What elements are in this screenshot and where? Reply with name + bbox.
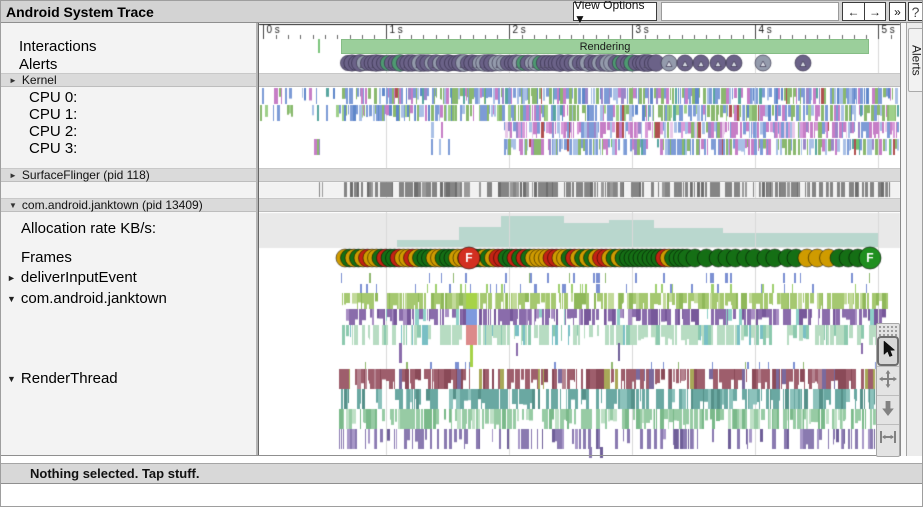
rendering-bar-label: Rendering xyxy=(579,40,631,53)
arrow-down-icon xyxy=(879,399,897,422)
expander-arrow-icon: ► xyxy=(9,170,17,180)
track-label-cpu3: CPU 3: xyxy=(29,140,78,157)
track-label-interactions: Interactions xyxy=(19,38,97,55)
title-bar: Android System Trace View Options ▼ ← → … xyxy=(1,1,922,26)
help-button[interactable]: ? xyxy=(908,2,922,21)
track-label-cpu1: CPU 1: xyxy=(29,106,78,123)
status-bar: Nothing selected. Tap stuff. xyxy=(1,463,922,484)
expander-arrow-icon: ► xyxy=(7,272,16,283)
interaction-rendering-bar[interactable]: Rendering xyxy=(341,39,869,54)
group-header-label: com.android.janktown (pid 13409) xyxy=(21,198,203,212)
thread-row-label: deliverInputEvent xyxy=(20,269,137,286)
view-options-button[interactable]: View Options ▼ xyxy=(573,1,657,26)
thread-row-label: com.android.janktown xyxy=(20,290,167,307)
track-label-cpu0: CPU 0: xyxy=(29,89,78,106)
right-gutter xyxy=(901,23,906,456)
expander-arrow-icon: ▼ xyxy=(7,293,16,304)
expander-arrow-icon: ▼ xyxy=(7,373,16,384)
move-arrows-icon xyxy=(879,369,897,393)
track-label-panel xyxy=(1,23,256,455)
thread-row-label: RenderThread xyxy=(20,370,118,387)
detail-panel xyxy=(1,484,922,506)
alerts-side-tab-label: Alerts xyxy=(909,44,923,76)
timeline-right-edge xyxy=(900,23,901,456)
thread-row-renderthread[interactable]: ▼ RenderThread xyxy=(1,370,118,387)
zoom-out-arrow-button[interactable]: ← xyxy=(842,2,864,21)
status-message: Nothing selected. Tap stuff. xyxy=(30,466,200,481)
collapse-controls-button[interactable]: » xyxy=(889,2,906,21)
group-header-janktown-process[interactable]: ▼ com.android.janktown (pid 13409) xyxy=(1,198,900,212)
pan-tool-button[interactable] xyxy=(877,366,899,395)
timeline-left-edge xyxy=(258,23,259,456)
timing-tool-button[interactable] xyxy=(877,424,899,453)
zoom-in-arrow-button[interactable]: → xyxy=(864,2,886,21)
alerts-side-tab[interactable]: Alerts xyxy=(908,28,923,92)
select-tool-button[interactable] xyxy=(877,336,899,366)
track-label-cpu2: CPU 2: xyxy=(29,123,78,140)
palette-drag-handle[interactable] xyxy=(878,325,898,336)
group-header-label: Kernel xyxy=(21,73,57,87)
track-label-frames: Frames xyxy=(21,249,72,266)
group-header-kernel[interactable]: ► Kernel xyxy=(1,73,900,87)
group-header-surfaceflinger[interactable]: ► SurfaceFlinger (pid 118) xyxy=(1,168,900,182)
page-title: Android System Trace xyxy=(6,4,154,20)
group-header-label: SurfaceFlinger (pid 118) xyxy=(21,168,150,182)
alerts-side-panel xyxy=(906,23,922,456)
horizontal-measure-icon xyxy=(879,429,897,450)
timeline-ruler[interactable] xyxy=(259,23,900,39)
tool-palette xyxy=(876,323,900,457)
expander-arrow-icon: ► xyxy=(9,75,17,85)
panel-divider xyxy=(256,23,258,456)
track-label-alerts: Alerts xyxy=(19,56,58,73)
thread-row-janktown-thread[interactable]: ▼ com.android.janktown xyxy=(1,290,167,307)
track-label-allocation: Allocation rate KB/s: xyxy=(21,220,157,237)
header-blank-box xyxy=(661,2,839,21)
expander-arrow-icon: ▼ xyxy=(9,200,17,210)
thread-row-deliverinputevent[interactable]: ► deliverInputEvent xyxy=(1,269,137,286)
vertical-zoom-tool-button[interactable] xyxy=(877,395,899,424)
tracks-bottom-border xyxy=(1,455,922,456)
cursor-arrow-icon xyxy=(880,339,896,363)
